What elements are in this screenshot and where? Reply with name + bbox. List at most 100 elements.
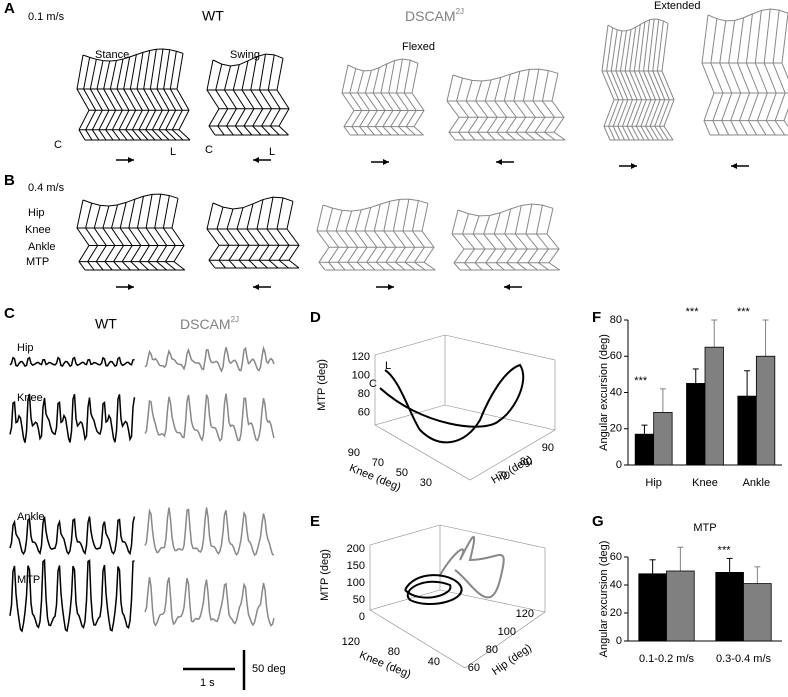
drawings bbox=[9, 8, 788, 633]
stick-frame bbox=[206, 59, 220, 136]
stick-frame bbox=[514, 205, 528, 271]
stick-frame bbox=[652, 19, 666, 141]
annotation: C bbox=[369, 378, 377, 390]
stick-frame bbox=[525, 203, 539, 271]
axis-label: Knee (deg) bbox=[358, 649, 413, 681]
y-tick-label: 80 bbox=[610, 314, 622, 326]
tick-label: 90 bbox=[542, 442, 554, 454]
x-tick-label: 0.1-0.2 m/s bbox=[639, 653, 695, 665]
labels: A 0.1 m/s WT DSCAM2J Extended Stance Swi… bbox=[4, 0, 700, 690]
bar bbox=[704, 346, 724, 466]
trace bbox=[144, 345, 275, 373]
stick-frame bbox=[241, 60, 255, 136]
joint-path bbox=[707, 8, 788, 22]
stick-frame bbox=[354, 209, 368, 271]
stick-frame bbox=[633, 24, 647, 141]
joint-path bbox=[82, 48, 184, 62]
stick-frame bbox=[532, 69, 546, 141]
stick-frame bbox=[276, 197, 290, 269]
arrow-head bbox=[496, 159, 502, 165]
arrow-head bbox=[253, 157, 259, 163]
joint-label: MTP bbox=[26, 256, 49, 268]
group-label: WT bbox=[95, 316, 117, 332]
joint-label: Hip bbox=[28, 207, 45, 219]
stick-frame bbox=[267, 54, 281, 136]
stick-frame bbox=[656, 20, 670, 141]
y-tick-label: 40 bbox=[610, 579, 622, 591]
x-tick-label: Knee bbox=[692, 477, 718, 489]
stick-frame bbox=[701, 14, 715, 136]
group-label: WT bbox=[202, 8, 224, 24]
trace bbox=[9, 393, 136, 443]
tick-label: 60 bbox=[468, 662, 480, 674]
stick-frame bbox=[638, 21, 652, 141]
tick-label: 70 bbox=[498, 470, 510, 482]
stick-frame bbox=[335, 210, 349, 271]
stick-frame bbox=[226, 208, 240, 269]
significance: *** bbox=[718, 544, 732, 556]
bar bbox=[686, 383, 706, 466]
arrow-head bbox=[128, 284, 134, 290]
trajectory bbox=[404, 574, 463, 606]
stick-frame bbox=[772, 10, 786, 136]
joint-path bbox=[457, 203, 554, 217]
chart-title: MTP bbox=[693, 522, 716, 534]
y-tick-label: 60 bbox=[610, 350, 622, 362]
stick-frame bbox=[276, 58, 290, 136]
trace bbox=[9, 558, 135, 633]
stick-frame bbox=[266, 197, 280, 269]
panel-letter: E bbox=[310, 513, 320, 530]
speed: 0.4 m/s bbox=[28, 182, 65, 194]
significance: *** bbox=[634, 375, 648, 387]
label: Flexed bbox=[402, 41, 435, 53]
trace bbox=[144, 507, 275, 557]
joint-path bbox=[212, 196, 294, 210]
arrow-head bbox=[128, 157, 134, 163]
x-tick-label: Hip bbox=[645, 477, 662, 489]
stick-frame bbox=[93, 205, 107, 271]
stick-frame bbox=[171, 198, 186, 271]
bar bbox=[737, 395, 757, 466]
stick-frame bbox=[465, 80, 479, 141]
tick-label: 30 bbox=[420, 477, 432, 489]
stick-frame bbox=[737, 17, 751, 136]
tick-label: 100 bbox=[498, 626, 516, 638]
stick-frame bbox=[250, 56, 264, 136]
bar bbox=[666, 570, 695, 642]
stick-frame bbox=[535, 205, 550, 271]
label: L bbox=[269, 146, 275, 158]
stick-frame bbox=[513, 71, 527, 141]
joint-label: Ankle bbox=[17, 511, 45, 523]
tick-label: 150 bbox=[347, 560, 365, 572]
tick-label: 80 bbox=[486, 644, 498, 656]
tick-label: 60 bbox=[358, 406, 370, 418]
group-label: DSCAM2J bbox=[405, 7, 464, 24]
tick-label: 120 bbox=[342, 636, 360, 648]
panel-letter: D bbox=[310, 309, 321, 326]
y-tick-label: 60 bbox=[610, 551, 622, 563]
panel-letter: A bbox=[4, 0, 15, 17]
stick-frame bbox=[286, 201, 300, 269]
axis-label: MTP (deg) bbox=[316, 359, 328, 411]
tick-label: 100 bbox=[352, 369, 370, 381]
stick-frame bbox=[345, 210, 359, 271]
stick-frame bbox=[232, 64, 246, 136]
stick-frame bbox=[601, 24, 615, 141]
stick-frame bbox=[728, 20, 742, 136]
stick-frame bbox=[719, 20, 733, 136]
joint-path bbox=[322, 198, 429, 212]
stick-frame bbox=[216, 206, 230, 269]
label: Stance bbox=[95, 49, 129, 61]
panel-letter: G bbox=[592, 513, 604, 530]
stick-frame bbox=[372, 67, 386, 136]
stick-frame bbox=[781, 13, 788, 128]
stick-frame bbox=[503, 74, 517, 141]
trace bbox=[144, 577, 275, 627]
arrow-head bbox=[383, 159, 389, 165]
joint-label: Hip bbox=[17, 342, 34, 354]
tick-label: 120 bbox=[516, 608, 534, 620]
stick-frame bbox=[754, 10, 768, 136]
bar bbox=[634, 433, 655, 466]
stick-frame bbox=[326, 207, 340, 271]
